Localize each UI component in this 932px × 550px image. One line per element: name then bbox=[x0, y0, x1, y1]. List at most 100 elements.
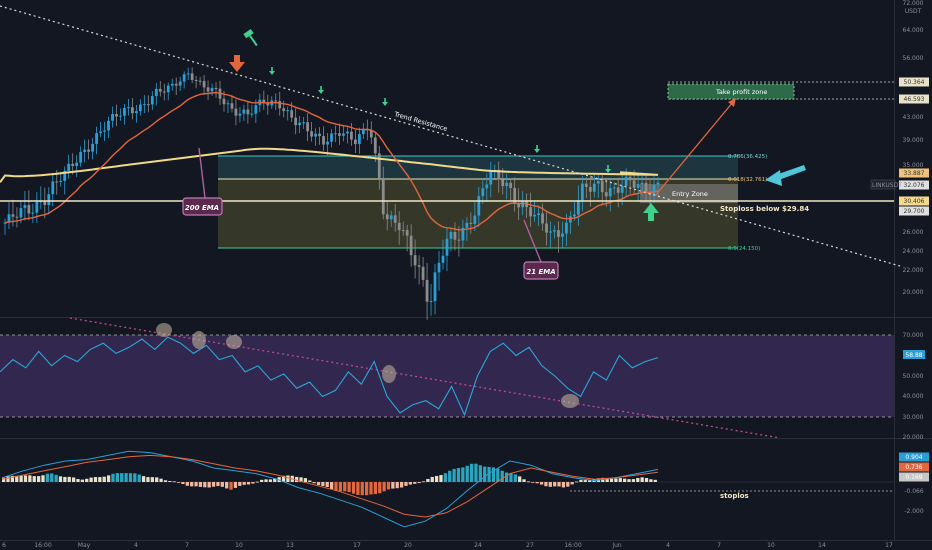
macd-bar bbox=[343, 482, 347, 492]
candle bbox=[644, 182, 648, 192]
rsi-tick-label: 50.000 bbox=[903, 373, 924, 380]
candle bbox=[353, 139, 357, 145]
candle bbox=[608, 188, 612, 197]
candle bbox=[111, 114, 114, 121]
candle bbox=[59, 180, 63, 182]
macd-bar bbox=[229, 482, 233, 490]
candle bbox=[477, 196, 481, 216]
macd-value-tag bbox=[899, 462, 929, 472]
macd-bar bbox=[23, 475, 28, 482]
swing-high-arrow bbox=[271, 67, 273, 71]
candle bbox=[198, 80, 202, 82]
macd-bar bbox=[163, 480, 168, 482]
macd-bar bbox=[10, 475, 15, 482]
rsi-value-label: 58.88 bbox=[905, 352, 922, 359]
price-tick-label: 35.000 bbox=[903, 162, 924, 169]
macd-bar bbox=[653, 479, 657, 482]
macd-bar bbox=[351, 482, 356, 494]
price-tag bbox=[899, 94, 929, 104]
time-tick-label: 20 bbox=[404, 542, 412, 549]
macd-bar bbox=[194, 482, 198, 487]
rsi-trend-line bbox=[69, 317, 781, 439]
candle bbox=[338, 133, 341, 136]
gavel-icon bbox=[243, 28, 258, 47]
macd-value-tag bbox=[899, 452, 929, 462]
candle bbox=[445, 238, 449, 256]
macd-bar bbox=[364, 482, 369, 496]
macd-bar bbox=[544, 482, 548, 487]
macd-bar bbox=[50, 473, 54, 482]
macd-bar bbox=[211, 482, 216, 487]
swing-high-arrow bbox=[269, 71, 275, 75]
macd-bar bbox=[203, 482, 207, 488]
swing-high-arrow bbox=[607, 165, 609, 169]
candle bbox=[501, 179, 505, 187]
candle bbox=[381, 177, 385, 215]
macd-bar bbox=[421, 481, 426, 483]
macd-bar bbox=[574, 481, 579, 483]
macd-bar bbox=[255, 481, 259, 483]
macd-bar bbox=[98, 477, 102, 482]
candles-group bbox=[3, 67, 660, 320]
macd-bar bbox=[504, 472, 509, 482]
candle bbox=[294, 117, 298, 126]
macd-bar bbox=[478, 465, 482, 482]
macd-bar bbox=[356, 482, 360, 495]
macd-bar bbox=[36, 476, 41, 482]
stoploss-label: Stoploss below $29.84 bbox=[720, 205, 809, 213]
time-tick-label: May bbox=[78, 542, 91, 549]
rsi-circle bbox=[226, 335, 242, 349]
fib-zone-upper bbox=[218, 156, 738, 179]
candle bbox=[43, 201, 47, 206]
candle bbox=[342, 133, 345, 136]
candle bbox=[517, 203, 521, 208]
macd-bar bbox=[316, 482, 321, 486]
macd-bar bbox=[185, 482, 189, 486]
candle bbox=[473, 215, 477, 224]
candle bbox=[123, 107, 126, 116]
candle bbox=[529, 207, 532, 217]
macd-bar bbox=[67, 476, 71, 482]
candle bbox=[274, 100, 278, 102]
candle bbox=[150, 96, 154, 105]
price-tags: 50.364 46.593 33.887 32.076 30.406 29.700 bbox=[899, 77, 929, 216]
candle bbox=[620, 185, 624, 193]
rsi-tick-label: 70.000 bbox=[903, 332, 924, 339]
macd-bar bbox=[242, 482, 246, 485]
candle bbox=[509, 182, 513, 188]
macd-bar bbox=[640, 477, 644, 482]
candle bbox=[154, 88, 158, 97]
candle bbox=[596, 181, 600, 184]
macd-bar bbox=[155, 477, 159, 482]
time-tick-label: 27 bbox=[526, 542, 534, 549]
candle bbox=[441, 255, 445, 263]
macd-bar bbox=[273, 478, 277, 482]
macd-bar bbox=[378, 482, 382, 494]
macd-bar bbox=[605, 478, 609, 482]
candle bbox=[537, 213, 540, 215]
swing-high-arrow bbox=[320, 86, 322, 90]
price-tick-label: 20.000 bbox=[903, 289, 924, 296]
candle bbox=[409, 235, 413, 256]
candle bbox=[134, 111, 138, 114]
macd-bar bbox=[251, 482, 255, 484]
candle bbox=[318, 133, 321, 137]
candle bbox=[533, 214, 536, 217]
macd-bar bbox=[176, 482, 181, 483]
macd-bar bbox=[360, 482, 364, 496]
candle bbox=[186, 73, 190, 75]
macd-bar bbox=[609, 478, 614, 482]
candle bbox=[103, 130, 106, 132]
candle bbox=[131, 107, 134, 114]
macd-bar bbox=[330, 482, 334, 489]
macd-bar bbox=[448, 470, 452, 482]
candle bbox=[79, 152, 83, 163]
macd-bar bbox=[518, 476, 522, 482]
candle bbox=[580, 183, 584, 201]
candle bbox=[178, 81, 182, 86]
macd-bar bbox=[417, 482, 421, 484]
macd-bar bbox=[54, 474, 58, 482]
candle bbox=[565, 222, 568, 234]
macd-bar bbox=[106, 475, 111, 482]
